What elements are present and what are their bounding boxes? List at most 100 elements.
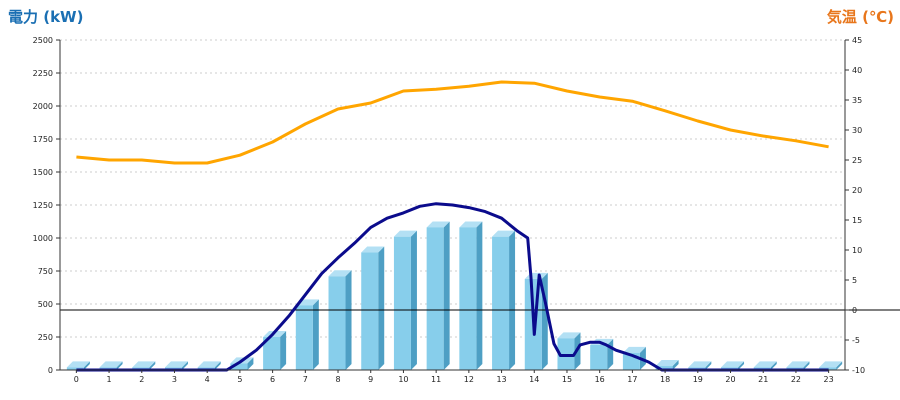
bar-top (622, 346, 646, 353)
bar (361, 246, 385, 370)
bar-top (197, 361, 221, 368)
bar (328, 270, 352, 370)
right-tick-label: 10 (852, 246, 862, 255)
bar-face (393, 236, 411, 370)
x-tick-label: 16 (595, 375, 605, 384)
x-tick-label: 0 (74, 375, 79, 384)
bar-top (721, 361, 745, 368)
bar-top (426, 221, 450, 228)
bar-side (443, 221, 450, 370)
left-tick-label: 2000 (33, 102, 53, 111)
bar-face (230, 363, 248, 370)
bar-top (99, 361, 123, 368)
bar-side (836, 361, 843, 370)
right-tick-label: 20 (852, 186, 862, 195)
x-tick-label: 4 (205, 375, 210, 384)
bar-top (557, 332, 581, 339)
bar-side (83, 361, 90, 370)
bar-face (590, 344, 608, 370)
right-tick-label: 15 (852, 216, 862, 225)
bar-side (214, 361, 221, 370)
right-axis-title: 気温 (℃) (827, 8, 894, 26)
x-tick-label: 8 (335, 375, 340, 384)
bar-side (476, 221, 483, 370)
x-tick-label: 6 (270, 375, 275, 384)
bar-side (410, 230, 417, 370)
bar-top (361, 246, 385, 253)
x-tick-label: 10 (398, 375, 408, 384)
right-tick-label: 30 (852, 126, 862, 135)
right-tick-label: 5 (852, 276, 857, 285)
bar-top (688, 361, 712, 368)
bar-face (361, 252, 379, 370)
x-tick-label: 13 (496, 375, 506, 384)
bar-face (328, 276, 346, 370)
bar-side (770, 361, 777, 370)
bar-top (786, 361, 810, 368)
bar-face (263, 337, 281, 370)
bar-face (492, 236, 510, 370)
right-tick-label: -10 (852, 366, 865, 375)
bar (295, 299, 319, 370)
bar-top (753, 361, 777, 368)
x-tick-label: 7 (303, 375, 308, 384)
x-tick-label: 1 (107, 375, 112, 384)
power-line (76, 202, 829, 372)
bar-side (280, 331, 287, 370)
bar-top (66, 361, 90, 368)
bar-top (492, 230, 516, 237)
left-tick-label: 2500 (33, 36, 53, 45)
left-tick-label: 1500 (33, 168, 53, 177)
x-tick-label: 23 (824, 375, 834, 384)
bar (492, 230, 516, 370)
x-tick-label: 21 (758, 375, 768, 384)
x-tick-label: 15 (562, 375, 572, 384)
axis-layer: 02505007501000125015001750200022502500-1… (33, 36, 865, 384)
bar-face (295, 305, 313, 370)
bar (426, 221, 450, 370)
bar-top (328, 270, 352, 277)
bar-face (655, 366, 673, 370)
left-axis-title: 電力 (kW) (8, 8, 83, 26)
bar-top (655, 360, 679, 367)
bar-top (164, 361, 188, 368)
bar-top (819, 361, 843, 368)
bar-side (116, 361, 123, 370)
bar-top (459, 221, 483, 228)
bar-layer (66, 221, 843, 370)
right-tick-label: -5 (852, 336, 860, 345)
temperature-line (76, 80, 829, 165)
bar-side (378, 246, 385, 370)
left-tick-label: 1750 (33, 135, 53, 144)
left-tick-label: 1250 (33, 201, 53, 210)
x-tick-label: 22 (791, 375, 801, 384)
x-tick-label: 3 (172, 375, 177, 384)
x-tick-label: 9 (368, 375, 373, 384)
bar (655, 360, 679, 370)
bar-side (803, 361, 810, 370)
bar (263, 331, 287, 370)
bar-face (66, 367, 84, 370)
left-tick-label: 250 (38, 333, 53, 342)
bar (459, 221, 483, 370)
x-tick-label: 14 (529, 375, 539, 384)
bar-side (247, 357, 254, 370)
bar (393, 230, 417, 370)
bar-top (132, 361, 156, 368)
bar-face (426, 227, 444, 370)
x-tick-label: 18 (660, 375, 670, 384)
x-tick-label: 19 (693, 375, 703, 384)
bar-side (509, 230, 516, 370)
bar-side (738, 361, 745, 370)
x-tick-label: 2 (139, 375, 144, 384)
bar-face (459, 227, 477, 370)
left-tick-label: 1000 (33, 234, 53, 243)
x-tick-label: 5 (237, 375, 242, 384)
bar-side (181, 361, 188, 370)
left-tick-label: 750 (38, 267, 53, 276)
bar (66, 361, 90, 370)
bar-side (705, 361, 712, 370)
line-layer (76, 80, 829, 372)
